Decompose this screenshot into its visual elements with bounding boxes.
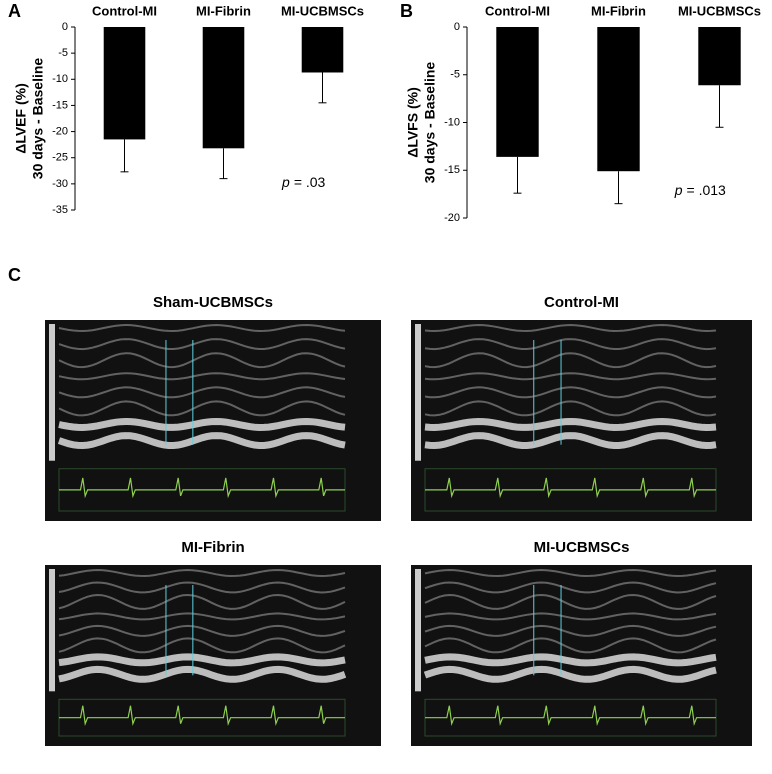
- echo-band: [58, 581, 346, 594]
- echo-band: [424, 581, 717, 594]
- y-tick-label: 0: [62, 21, 68, 33]
- y-axis-label: 30 days - Baseline: [30, 58, 46, 180]
- annotation-symbol: p: [281, 174, 290, 190]
- echo-band: [58, 653, 346, 667]
- annotation-value: = .03: [294, 174, 326, 190]
- annotation-value: = .013: [687, 182, 727, 198]
- bar: [301, 27, 344, 73]
- echo-band: [58, 400, 346, 417]
- echo-band: [58, 624, 346, 637]
- echo-band: [424, 372, 717, 381]
- annotation: p = .013: [674, 182, 726, 198]
- echo-image: [45, 565, 381, 746]
- y-tick-label: -5: [58, 47, 68, 59]
- category-label: Control-MI: [92, 3, 157, 18]
- echo-band: [424, 593, 717, 610]
- y-tick-label: -5: [450, 69, 460, 81]
- annotation-symbol: p: [674, 182, 683, 198]
- y-tick-label: -25: [52, 152, 68, 164]
- image-title: MI-Fibrin: [181, 539, 244, 556]
- echo-image: [411, 565, 752, 746]
- ecg-trace: [59, 705, 345, 727]
- echo-band: [424, 624, 717, 637]
- error-bar: [318, 72, 327, 104]
- echo-band: [58, 637, 346, 654]
- echo-band: [58, 352, 346, 369]
- echo-image: [45, 320, 381, 521]
- echo-band: [424, 653, 717, 667]
- y-tick-label: -20: [444, 212, 460, 224]
- category-label: Control-MI: [485, 3, 550, 18]
- echo-scale: [49, 569, 55, 692]
- echo-band: [424, 400, 717, 417]
- bar: [597, 27, 640, 172]
- echo-band: [57, 432, 346, 450]
- error-bar: [120, 139, 129, 173]
- echo-band: [58, 338, 346, 351]
- echo-scale: [415, 324, 421, 461]
- bar: [496, 27, 539, 157]
- ecg-trace: [59, 477, 345, 499]
- echo-band: [424, 417, 717, 432]
- error-bar: [614, 171, 623, 205]
- category-label: MI-Fibrin: [196, 3, 251, 18]
- panel-label: B: [400, 1, 413, 21]
- category-label: MI-UCBMSCs: [281, 3, 364, 18]
- echo-band: [423, 665, 717, 683]
- y-tick-label: 0: [454, 21, 460, 33]
- y-tick-label: -15: [52, 99, 68, 111]
- bar: [103, 27, 146, 140]
- image-title: Sham-UCBMSCs: [153, 294, 273, 311]
- y-axis-label: ΔLVFS (%): [405, 87, 421, 157]
- y-axis-label: 30 days - Baseline: [422, 62, 438, 184]
- annotation: p = .03: [281, 174, 326, 190]
- echo-band: [424, 338, 717, 351]
- panel-label: A: [8, 1, 21, 21]
- error-bar: [219, 148, 228, 180]
- panel-label: C: [8, 265, 21, 285]
- echo-band: [58, 612, 346, 621]
- y-tick-label: -15: [444, 164, 460, 176]
- echo-band: [424, 323, 717, 333]
- y-tick-label: -30: [52, 178, 68, 190]
- echo-band: [424, 612, 717, 621]
- echo-scale: [49, 324, 55, 461]
- echo-band: [58, 323, 346, 333]
- error-bar: [513, 156, 522, 194]
- ecg-trace: [425, 477, 716, 499]
- echo-band: [58, 593, 346, 610]
- bar: [202, 27, 245, 149]
- category-label: MI-UCBMSCs: [678, 3, 761, 18]
- error-bar: [715, 85, 724, 128]
- echo-band: [58, 417, 346, 432]
- echo-scale: [415, 569, 421, 692]
- image-title: Control-MI: [544, 294, 619, 311]
- echo-band: [424, 568, 717, 578]
- y-tick-label: -10: [444, 116, 460, 128]
- category-label: MI-Fibrin: [591, 3, 646, 18]
- bar: [698, 27, 741, 86]
- ecg-trace: [425, 705, 716, 727]
- echo-band: [58, 386, 346, 399]
- echo-band: [58, 568, 346, 578]
- y-tick-label: -20: [52, 125, 68, 137]
- echo-band: [58, 665, 347, 683]
- echo-band: [424, 352, 717, 369]
- echo-band: [424, 386, 717, 399]
- y-tick-label: -35: [52, 204, 68, 216]
- echo-band: [424, 637, 717, 654]
- y-tick-label: -10: [52, 73, 68, 85]
- echo-band: [58, 372, 346, 381]
- echo-band: [424, 432, 717, 450]
- image-title: MI-UCBMSCs: [534, 539, 630, 556]
- echo-image: [411, 320, 752, 521]
- y-axis-label: ΔLVEF (%): [13, 83, 29, 153]
